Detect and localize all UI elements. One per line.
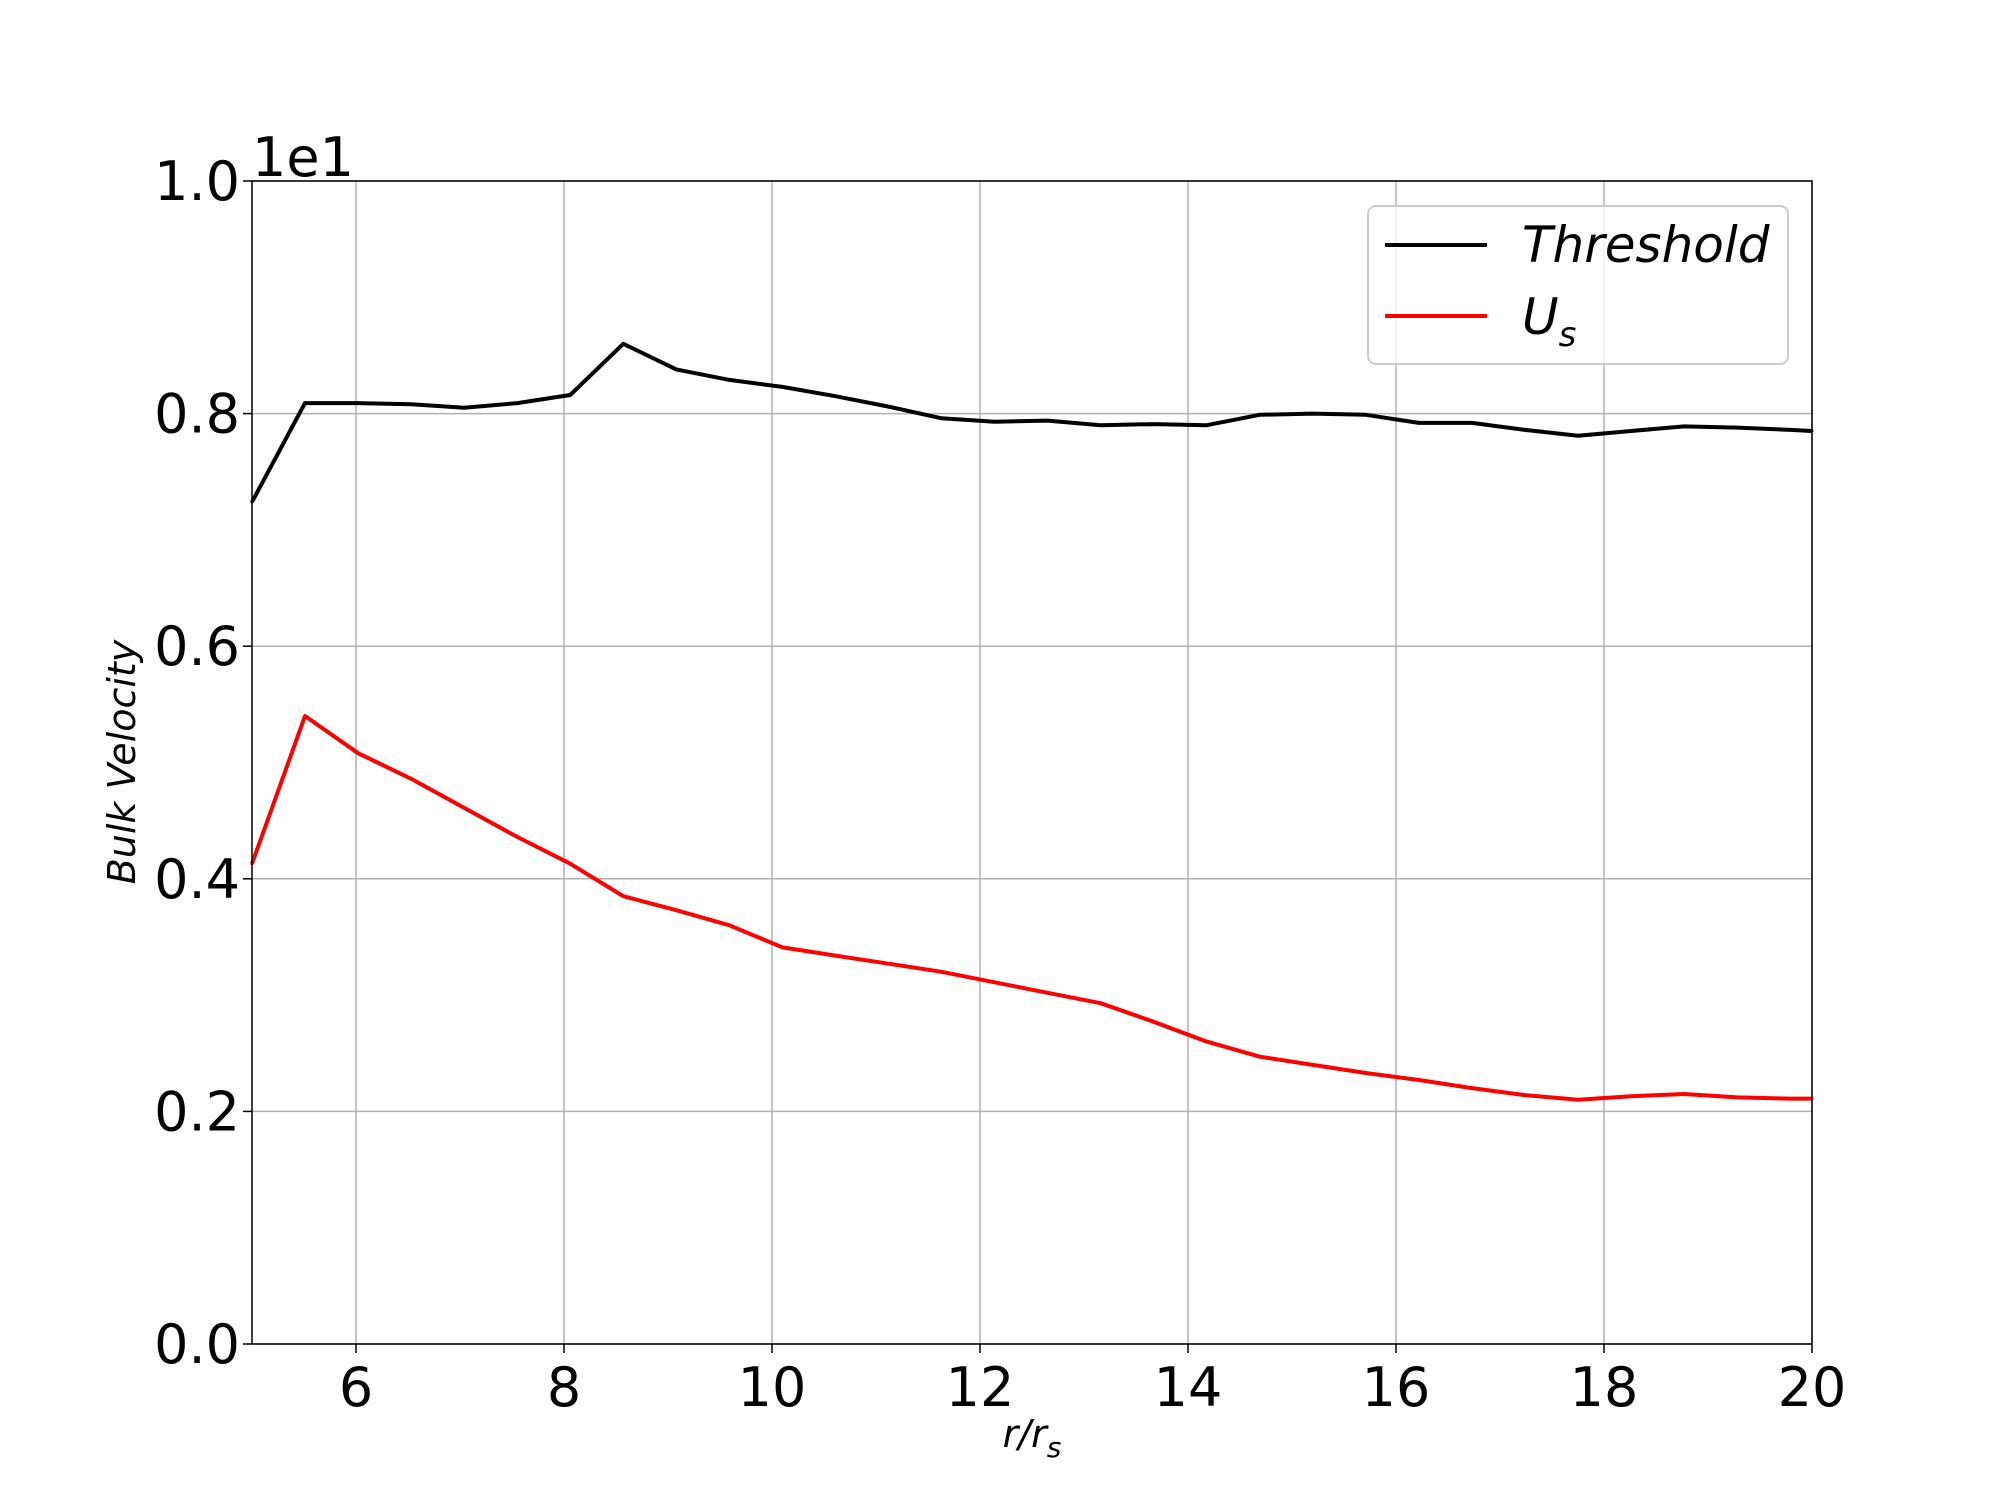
data-point bbox=[1311, 412, 1315, 416]
data-point bbox=[1470, 1086, 1474, 1090]
data-point bbox=[1205, 1040, 1209, 1044]
data-point bbox=[1788, 428, 1792, 432]
data-point bbox=[1523, 428, 1527, 432]
x-tick-label: 18 bbox=[1570, 1356, 1639, 1419]
data-point bbox=[1788, 1097, 1792, 1101]
data-point bbox=[887, 962, 890, 966]
data-point bbox=[1470, 421, 1474, 425]
series-u-s bbox=[250, 714, 1814, 1102]
data-point bbox=[1682, 1092, 1686, 1096]
data-point bbox=[1523, 1093, 1527, 1097]
data-point bbox=[940, 970, 943, 974]
data-point bbox=[1152, 422, 1156, 426]
data-point bbox=[727, 378, 731, 382]
series-layer bbox=[250, 341, 1814, 1102]
x-tick-label: 20 bbox=[1778, 1356, 1847, 1419]
x-axis: 6 8 10 12 14 16 18 20 bbox=[339, 1344, 1847, 1419]
data-point bbox=[356, 751, 360, 755]
x-axis-label-subscript: s bbox=[1047, 1431, 1062, 1464]
x-tick-label: 14 bbox=[1154, 1356, 1223, 1419]
y-tick-label: 0.0 bbox=[154, 1313, 240, 1376]
data-point bbox=[409, 402, 413, 406]
data-point bbox=[1682, 424, 1686, 428]
data-point bbox=[1576, 434, 1580, 438]
legend: Threshold Us bbox=[1367, 205, 1789, 365]
data-point bbox=[568, 393, 572, 397]
data-point bbox=[1311, 1063, 1315, 1067]
legend-label-us-subscript: s bbox=[1559, 315, 1577, 355]
x-axis-label: r/rs bbox=[1003, 1412, 1062, 1464]
data-point bbox=[1099, 1001, 1103, 1005]
data-point bbox=[1258, 413, 1262, 417]
data-point bbox=[993, 980, 997, 984]
data-point bbox=[1364, 413, 1368, 417]
legend-label-us: Us bbox=[1522, 288, 1576, 355]
data-point bbox=[515, 401, 519, 405]
data-point bbox=[462, 806, 466, 810]
series-threshold bbox=[250, 341, 1814, 504]
data-point bbox=[1417, 421, 1421, 425]
y-tick-label: 0.2 bbox=[154, 1080, 240, 1143]
y-offset-text: 1e1 bbox=[252, 126, 354, 189]
y-tick-label: 1.0 bbox=[154, 150, 240, 213]
x-tick-label: 10 bbox=[738, 1356, 807, 1419]
data-point bbox=[940, 416, 943, 420]
data-point bbox=[993, 420, 997, 424]
y-axis: 0.0 0.2 0.4 0.6 0.8 1.0 bbox=[154, 150, 252, 1376]
y-tick-label: 0.8 bbox=[154, 383, 240, 446]
legend-label-threshold: Threshold bbox=[1522, 216, 1770, 274]
x-tick-label: 6 bbox=[339, 1356, 373, 1419]
data-point bbox=[833, 394, 837, 398]
x-tick-label: 12 bbox=[946, 1356, 1015, 1419]
data-point bbox=[833, 954, 837, 958]
data-point bbox=[1258, 1055, 1262, 1059]
data-point bbox=[1576, 1098, 1580, 1102]
data-point bbox=[1629, 1094, 1633, 1098]
x-tick-label: 8 bbox=[547, 1356, 581, 1419]
data-point bbox=[621, 894, 625, 898]
data-point bbox=[727, 923, 731, 927]
y-tick-label: 0.4 bbox=[154, 848, 240, 911]
data-point bbox=[1364, 1071, 1368, 1075]
data-point bbox=[887, 405, 890, 409]
data-point bbox=[1417, 1078, 1421, 1082]
y-tick-label: 0.6 bbox=[154, 615, 240, 678]
data-point bbox=[568, 862, 572, 866]
data-point bbox=[515, 835, 519, 839]
data-point bbox=[674, 367, 678, 371]
data-point bbox=[1629, 429, 1633, 433]
plot-frame bbox=[251, 180, 1813, 1345]
data-point bbox=[1152, 1020, 1156, 1024]
data-point bbox=[1099, 423, 1103, 427]
data-point bbox=[780, 385, 784, 389]
data-point bbox=[674, 908, 678, 912]
data-point bbox=[303, 401, 307, 405]
x-tick-label: 16 bbox=[1362, 1356, 1431, 1419]
data-point bbox=[1046, 419, 1050, 423]
y-axis-label: Bulk Velocity bbox=[100, 639, 144, 884]
data-point bbox=[303, 714, 307, 718]
data-point bbox=[356, 401, 360, 405]
data-point bbox=[1205, 423, 1209, 427]
data-point bbox=[621, 342, 625, 346]
data-point bbox=[1735, 426, 1739, 430]
data-point bbox=[462, 406, 466, 410]
data-point bbox=[1046, 991, 1050, 995]
data-point bbox=[780, 945, 784, 949]
data-point bbox=[409, 777, 413, 781]
data-point bbox=[1735, 1095, 1739, 1099]
